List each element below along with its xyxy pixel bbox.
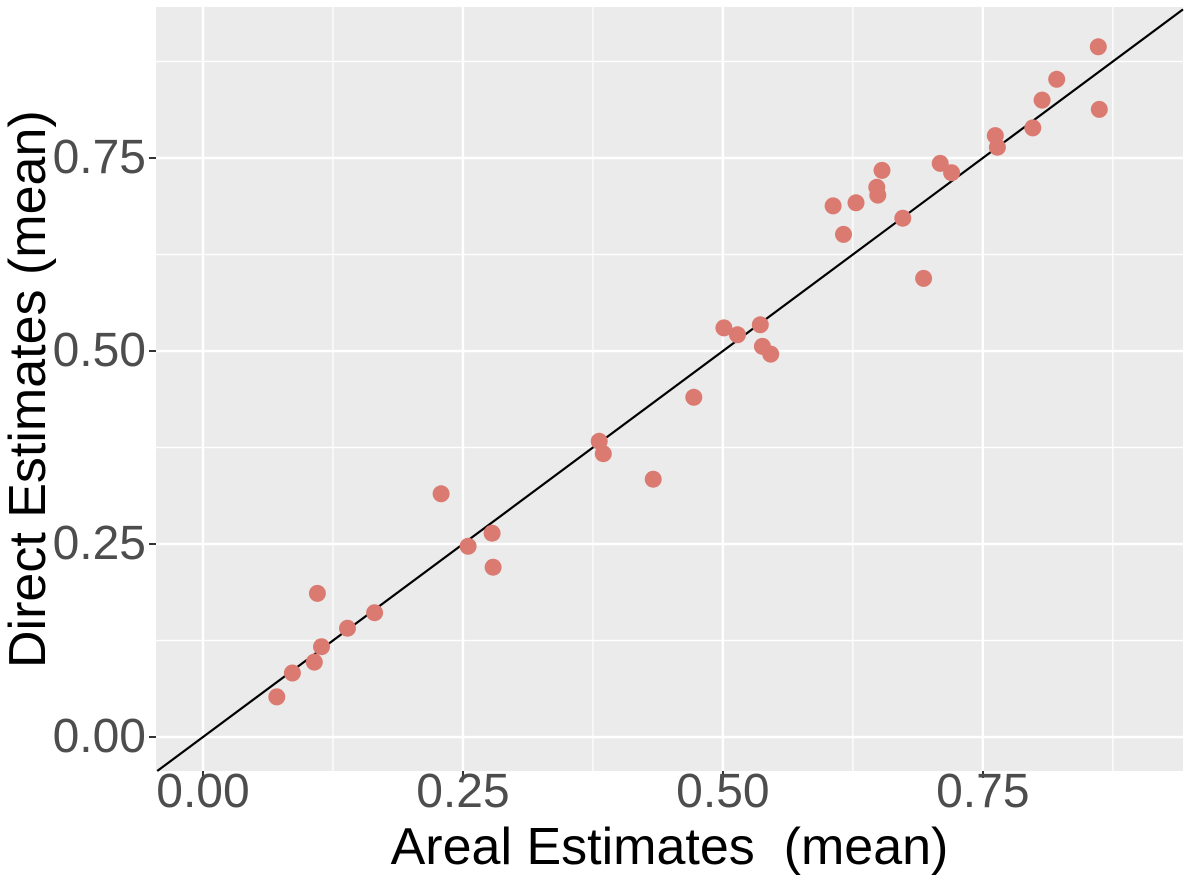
data-point: [1048, 70, 1066, 88]
data-point: [988, 138, 1006, 156]
data-point: [484, 558, 502, 576]
data-point: [1089, 38, 1107, 56]
x-tick-label: 0.50: [676, 765, 770, 818]
x-tick-label: 0.75: [936, 765, 1030, 818]
x-tick-label: 0.25: [416, 765, 510, 818]
x-axis-title: Areal Estimates (mean): [390, 818, 949, 876]
y-tick-mark: [149, 543, 156, 546]
y-axis-title: Direct Estimates (mean): [0, 110, 57, 668]
data-point: [594, 445, 612, 463]
data-point: [835, 225, 852, 243]
y-tick-mark: [149, 157, 156, 159]
data-point: [644, 470, 662, 488]
x-tick-mark: [981, 771, 984, 778]
x-tick-mark: [201, 771, 204, 778]
data-point: [894, 209, 912, 227]
data-point: [483, 524, 501, 542]
data-point: [729, 326, 746, 344]
data-point: [715, 319, 733, 337]
y-tick-label: 0.00: [52, 710, 146, 764]
data-point: [313, 638, 330, 656]
data-point: [268, 688, 286, 706]
x-tick-label: 0.00: [156, 765, 250, 818]
data-point: [283, 664, 301, 682]
y-tick-label: 0.25: [52, 517, 146, 571]
data-point: [305, 653, 323, 671]
data-point: [308, 584, 326, 602]
data-point: [915, 269, 933, 287]
data-point: [1033, 91, 1051, 109]
data-point: [339, 619, 356, 637]
y-tick-mark: [149, 350, 156, 353]
data-point: [685, 388, 703, 406]
data-point: [432, 485, 450, 503]
x-tick-mark: [721, 771, 724, 778]
data-point: [366, 604, 384, 622]
data-point: [459, 537, 477, 555]
y-tick-label: 0.75: [52, 131, 146, 184]
data-point: [1090, 100, 1108, 118]
data-point: [931, 154, 949, 172]
data-point: [751, 316, 769, 334]
data-point: [869, 186, 887, 204]
data-point: [847, 194, 865, 212]
data-point: [824, 197, 842, 215]
y-tick-mark: [149, 736, 156, 739]
scatter-plot: [156, 7, 1184, 772]
data-point: [873, 161, 891, 179]
y-tick-label: 0.50: [52, 324, 146, 378]
x-tick-mark: [461, 771, 464, 778]
data-point: [762, 345, 780, 363]
data-point: [943, 164, 961, 182]
data-point: [1024, 119, 1042, 137]
